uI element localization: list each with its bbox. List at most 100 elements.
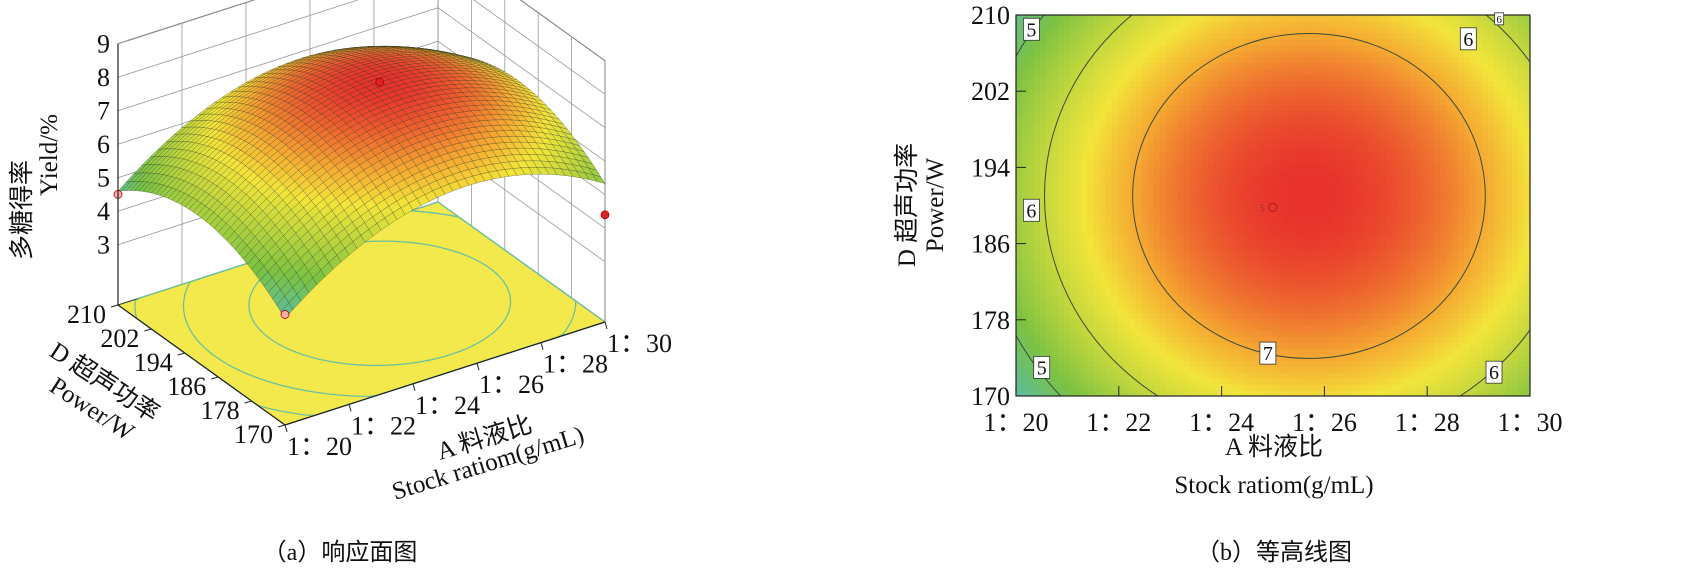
contour-cell xyxy=(1147,86,1155,93)
a-tick xyxy=(540,342,544,350)
contour-cell xyxy=(1147,32,1155,40)
contour-cell xyxy=(1320,56,1328,64)
contour-cell xyxy=(1183,318,1190,326)
contour-cell xyxy=(1129,145,1137,153)
contour-cell xyxy=(1129,20,1137,28)
contour-cell xyxy=(1075,68,1083,76)
contour-cell xyxy=(1296,300,1304,308)
contour-cell xyxy=(1087,134,1095,141)
contour-cell xyxy=(1237,134,1244,141)
contour-cell xyxy=(1087,110,1095,117)
contour-cell xyxy=(1249,354,1256,361)
contour-cell xyxy=(1320,163,1328,171)
contour-cell xyxy=(1051,20,1059,28)
contour-cell xyxy=(1296,354,1304,361)
contour-cell xyxy=(1308,360,1316,367)
contour-cell xyxy=(1261,247,1268,254)
contour-cell xyxy=(1105,110,1113,117)
a-tick xyxy=(284,424,288,433)
contour-cell xyxy=(1123,205,1131,213)
contour-cell xyxy=(1273,223,1280,230)
contour-cell xyxy=(1129,26,1137,34)
contour-cell xyxy=(1093,86,1101,93)
contour-cell xyxy=(1105,163,1113,171)
contour-cell xyxy=(1051,384,1059,391)
a-tick-label: 1：30 xyxy=(607,329,672,358)
contour-cell xyxy=(1105,211,1113,219)
contour-cell xyxy=(1171,384,1178,391)
contour-cell xyxy=(1237,360,1244,367)
contour-cell xyxy=(1027,288,1035,296)
contour-cell xyxy=(1195,259,1202,266)
contour-cell xyxy=(1284,259,1292,266)
contour-cell xyxy=(1296,50,1304,58)
contour-cell xyxy=(1069,235,1077,242)
contour-cell xyxy=(1135,276,1143,284)
contour-cell xyxy=(1033,300,1041,308)
contour-cell xyxy=(1123,288,1131,296)
contour-cell xyxy=(1117,223,1125,230)
contour-cell xyxy=(1219,265,1226,272)
contour-cell xyxy=(1213,145,1220,153)
contour-cell xyxy=(1213,276,1220,284)
contour-cell xyxy=(1159,294,1167,302)
contour-cell xyxy=(1302,348,1310,355)
contour-cell xyxy=(1278,318,1286,326)
surface-patch xyxy=(205,102,220,109)
contour-cell xyxy=(1117,110,1125,117)
contour-cell xyxy=(1129,223,1137,230)
contour-cell xyxy=(1320,145,1328,153)
contour-cell xyxy=(1051,288,1059,296)
contour-cell xyxy=(1159,223,1167,230)
contour-cell xyxy=(1123,145,1131,153)
contour-cell xyxy=(1267,110,1274,117)
contour-cell xyxy=(1278,223,1286,230)
contour-cell xyxy=(1249,145,1256,153)
contour-cell xyxy=(1308,205,1316,213)
contour-cell xyxy=(1237,15,1244,22)
contour-cell xyxy=(1273,265,1280,272)
contour-cell xyxy=(1183,169,1190,177)
contour-cell xyxy=(1129,140,1137,147)
contour-cell xyxy=(1267,253,1274,260)
contour-cell xyxy=(1141,259,1149,266)
contour-cell xyxy=(1129,217,1137,224)
contour-cell xyxy=(1069,68,1077,76)
contour-cell xyxy=(1308,44,1316,52)
contour-cell xyxy=(1302,300,1310,308)
contour-cell xyxy=(1296,134,1304,141)
contour-cell xyxy=(1255,384,1262,391)
contour-cell xyxy=(1105,253,1113,260)
contour-cell xyxy=(1063,20,1071,28)
contour-cell xyxy=(1147,92,1155,99)
surface-patch xyxy=(237,81,251,88)
contour-cell xyxy=(1183,38,1190,46)
contour-cell xyxy=(1201,15,1208,22)
contour-cell xyxy=(1165,169,1172,177)
contour-cell xyxy=(1243,193,1250,201)
contour-cell xyxy=(1237,193,1244,201)
contour-cell xyxy=(1255,330,1262,338)
contour-cell xyxy=(1081,32,1089,40)
d-axis-line xyxy=(117,304,286,426)
contour-cell xyxy=(1039,134,1047,141)
contour-cell xyxy=(1153,342,1161,349)
contour-cell xyxy=(1231,15,1238,22)
contour-cell xyxy=(1021,384,1029,391)
contour-cell xyxy=(1129,288,1137,296)
contour-cell xyxy=(1237,306,1244,314)
contour-cell xyxy=(1249,181,1256,189)
contour-cell xyxy=(1057,199,1065,207)
contour-cell xyxy=(1195,68,1202,76)
contour-cell xyxy=(1105,348,1113,355)
contour-cell xyxy=(1243,318,1250,326)
contour-cell xyxy=(1189,205,1196,213)
contour-cell xyxy=(1069,104,1077,111)
contour-cell xyxy=(1153,62,1161,70)
contour-cell xyxy=(1201,181,1208,189)
contour-cell xyxy=(1302,294,1310,302)
contour-cell xyxy=(1278,169,1286,177)
contour-cell xyxy=(1159,15,1167,22)
contour-cell xyxy=(1201,348,1208,355)
contour-cell xyxy=(1177,300,1184,308)
